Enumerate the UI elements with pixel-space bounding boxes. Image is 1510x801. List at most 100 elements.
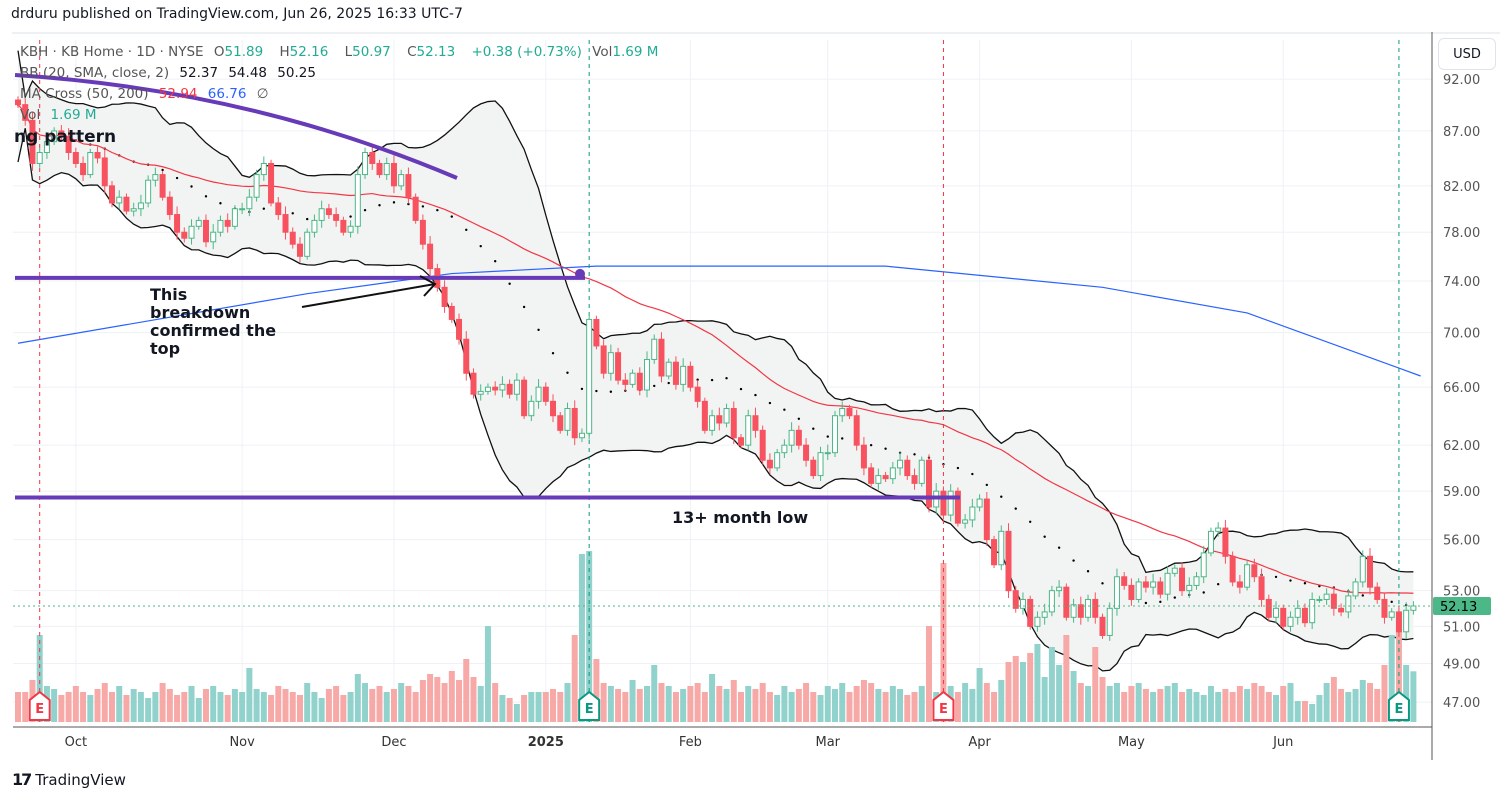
volume-bar <box>224 695 231 722</box>
candle-up <box>709 415 716 431</box>
candle-up <box>723 408 730 424</box>
candle-up <box>1316 598 1323 601</box>
bollinger-basis-dot <box>450 215 453 218</box>
price-tick-label: 78.00 <box>1443 226 1480 241</box>
candle-up <box>774 452 781 469</box>
currency-button[interactable]: USD <box>1438 38 1496 70</box>
candle-up <box>1323 593 1330 600</box>
volume-bar <box>289 692 296 722</box>
volume-bar <box>296 695 303 722</box>
volume-bar <box>759 683 766 722</box>
volume-bar <box>506 698 513 722</box>
volume-bar <box>492 683 499 722</box>
bollinger-basis-dot <box>306 217 309 221</box>
candle-down <box>1179 567 1186 592</box>
bollinger-basis-dot <box>1159 600 1162 604</box>
candle-down <box>1121 576 1128 586</box>
volume-bar <box>101 683 108 722</box>
bollinger-basis-dot <box>551 352 555 355</box>
candle-down <box>65 135 72 153</box>
time-tick-label: Feb <box>679 735 702 750</box>
earnings-label: E <box>1394 702 1403 717</box>
candle-down <box>940 490 947 516</box>
volume-bar <box>1056 665 1063 722</box>
price-tick-label: 59.00 <box>1443 485 1480 500</box>
bollinger-basis-dot <box>1000 495 1003 498</box>
volume-bar <box>477 686 484 722</box>
time-tick-label: Mar <box>815 735 840 750</box>
volume-bar <box>810 692 817 722</box>
volume-bar <box>745 686 752 722</box>
volume-bar <box>166 689 173 722</box>
legend-volume[interactable]: Vol 1.69 M <box>20 107 103 123</box>
volume-bar <box>268 695 275 722</box>
volume-bar <box>390 689 397 722</box>
candle-up <box>918 459 925 484</box>
volume-bar <box>882 692 889 722</box>
legend-symbol[interactable]: KBH · KB Home · 1D · NYSE <box>20 44 204 60</box>
volume-bar <box>260 692 267 722</box>
candle-down <box>22 104 29 121</box>
volume-bar <box>839 683 846 722</box>
volume-bar <box>253 689 260 722</box>
volume-bar <box>897 689 904 722</box>
volume-bar <box>513 704 520 722</box>
bollinger-basis-dot <box>508 282 511 285</box>
bollinger-basis-dot <box>956 466 960 470</box>
volume-bar <box>1294 701 1301 722</box>
candle-down <box>795 429 802 446</box>
candle-up <box>651 338 658 360</box>
candle-up <box>607 352 614 374</box>
volume-bar <box>80 692 87 722</box>
volume-bar <box>680 689 687 722</box>
volume-bar <box>1265 692 1272 722</box>
candle-down <box>759 429 766 461</box>
candle-up <box>318 208 325 221</box>
candle-down <box>108 185 115 204</box>
candle-up <box>665 361 672 377</box>
candle-down <box>1012 590 1019 609</box>
bollinger-basis-dot <box>653 384 656 388</box>
breakdown-dot <box>575 268 585 279</box>
volume-bar <box>181 692 188 722</box>
volume-bar <box>1287 683 1294 722</box>
volume-bar <box>593 659 600 722</box>
volume-bar <box>571 635 578 722</box>
candle-up <box>1041 611 1048 618</box>
volume-bar <box>925 626 932 722</box>
bollinger-basis-dot <box>1144 601 1148 605</box>
volume-bar <box>470 677 477 722</box>
candle-down <box>1157 581 1164 595</box>
candle-up <box>1056 586 1063 592</box>
candle-up <box>499 383 506 391</box>
volume-bar <box>311 692 318 722</box>
volume-bar <box>217 692 224 722</box>
bollinger-basis-dot <box>1072 559 1075 562</box>
price-tick-label: 87.00 <box>1443 125 1480 140</box>
legend-ma-cross[interactable]: MA Cross (50, 200) 52.94 66.76 ∅ <box>20 86 275 102</box>
tradingview-logo[interactable]: 17 TradingView <box>12 770 126 789</box>
candle-down <box>390 162 397 187</box>
candle-down <box>441 286 448 307</box>
candle-down <box>701 400 708 431</box>
earnings-label: E <box>939 702 948 717</box>
candle-down <box>1142 581 1149 588</box>
volume-bar <box>817 695 824 722</box>
volume-bar <box>1106 686 1113 722</box>
candle-down <box>101 157 108 187</box>
volume-bar <box>672 692 679 722</box>
volume-bar <box>723 689 730 722</box>
legend-bb[interactable]: BB (20, SMA, close, 2) 52.37 54.48 50.25 <box>20 65 322 81</box>
volume-bar <box>788 692 795 722</box>
bollinger-basis-dot <box>219 202 222 205</box>
bollinger-basis-dot <box>392 201 396 204</box>
candle-down <box>1092 598 1099 618</box>
volume-bar <box>1207 686 1214 722</box>
hidden-icon[interactable]: ∅ <box>256 86 269 102</box>
candle-down <box>275 202 282 216</box>
breakdown-annotation: This breakdown confirmed the top <box>150 285 277 358</box>
volume-bar <box>1070 671 1077 722</box>
vol-value: 1.69 M <box>612 44 659 60</box>
volume-bar <box>499 695 506 722</box>
